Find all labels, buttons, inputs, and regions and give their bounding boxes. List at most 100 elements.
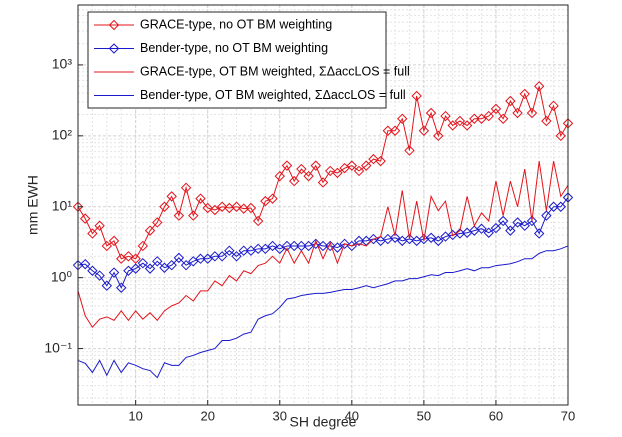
- marker: [79, 213, 91, 224]
- marker: [519, 88, 530, 100]
- marker: [541, 115, 552, 127]
- marker: [324, 165, 336, 177]
- marker: [476, 113, 487, 124]
- marker: [454, 115, 466, 127]
- marker: [188, 210, 199, 221]
- x-tick-label: 50: [417, 408, 431, 423]
- marker: [526, 215, 538, 227]
- marker: [490, 222, 502, 234]
- marker: [533, 81, 545, 92]
- axes-box: [77, 4, 569, 406]
- x-tick-label: 30: [273, 408, 287, 423]
- marker: [526, 107, 538, 119]
- marker: [216, 251, 228, 262]
- marker: [180, 182, 192, 194]
- marker: [303, 170, 314, 182]
- marker: [339, 238, 350, 250]
- marker: [288, 175, 300, 187]
- series-line: [77, 86, 569, 260]
- marker: [353, 235, 365, 247]
- marker: [389, 232, 401, 243]
- x-tick-label: 60: [489, 408, 503, 423]
- x-tick-label: 40: [345, 408, 359, 423]
- marker: [433, 130, 444, 142]
- marker: [238, 245, 249, 256]
- y-tick-label: 10⁻¹: [44, 339, 72, 355]
- marker: [310, 238, 322, 250]
- marker: [411, 90, 422, 102]
- marker: [245, 202, 257, 214]
- marker: [490, 103, 502, 115]
- legend: GRACE-type, no OT BM weighting Bender-typ…: [87, 11, 410, 109]
- marker: [404, 145, 415, 156]
- y-tick-label: 10¹: [52, 197, 73, 213]
- y-tick-label: 10⁰: [51, 268, 73, 284]
- plot: [72, 81, 574, 379]
- marker: [180, 259, 192, 271]
- marker: [375, 155, 386, 167]
- marker: [166, 191, 177, 202]
- legend-label: GRACE-type, OT BM weighted, ΣΔaccLOS = f…: [140, 64, 410, 78]
- marker: [339, 162, 350, 174]
- x-tick-label: 20: [200, 408, 214, 423]
- marker: [260, 243, 271, 255]
- marker: [130, 263, 141, 274]
- marker: [361, 160, 372, 171]
- marker: [216, 201, 228, 212]
- marker: [159, 201, 170, 212]
- marker: [166, 259, 177, 271]
- marker: [101, 280, 113, 291]
- marker: [202, 202, 213, 214]
- legend-label: Bender-type, OT BM weighted, ΣΔaccLOS = …: [140, 88, 406, 102]
- marker: [173, 252, 185, 264]
- legend-label: GRACE-type, no OT BM weighting: [140, 17, 332, 31]
- marker: [188, 256, 199, 267]
- marker: [274, 170, 285, 182]
- marker: [144, 225, 156, 236]
- marker: [108, 235, 120, 247]
- legend-marker: [108, 19, 120, 31]
- y-tick-label: 10³: [52, 56, 73, 72]
- marker: [137, 240, 149, 252]
- x-tick-label: 10: [128, 408, 142, 423]
- marker: [296, 163, 307, 175]
- marker: [519, 220, 530, 231]
- marker: [79, 258, 91, 270]
- legend-label: Bender-type, no OT BM weighting: [140, 41, 328, 55]
- marker: [231, 201, 242, 212]
- marker: [404, 233, 415, 245]
- marker: [433, 235, 444, 247]
- marker: [281, 240, 293, 252]
- marker: [505, 95, 516, 107]
- marker: [94, 270, 105, 281]
- marker: [317, 240, 329, 252]
- x-tick-label: 70: [561, 408, 575, 423]
- marker: [231, 251, 242, 262]
- marker: [123, 251, 134, 262]
- marker: [389, 125, 401, 136]
- marker: [440, 110, 451, 122]
- marker: [548, 201, 559, 212]
- marker: [483, 227, 494, 238]
- marker: [555, 130, 567, 142]
- marker: [137, 257, 149, 269]
- marker: [173, 210, 185, 221]
- marker: [152, 256, 163, 267]
- marker: [497, 113, 509, 124]
- marker: [425, 232, 437, 243]
- marker: [152, 217, 163, 228]
- marker: [447, 120, 458, 131]
- marker: [317, 177, 329, 188]
- series-line: [77, 161, 569, 329]
- marker: [159, 262, 170, 273]
- marker: [195, 193, 206, 204]
- marker: [483, 110, 494, 122]
- marker: [324, 240, 336, 252]
- marker: [512, 107, 523, 119]
- marker: [548, 100, 559, 112]
- marker: [541, 210, 552, 221]
- marker: [418, 125, 430, 136]
- marker: [224, 245, 235, 256]
- marker: [108, 267, 120, 278]
